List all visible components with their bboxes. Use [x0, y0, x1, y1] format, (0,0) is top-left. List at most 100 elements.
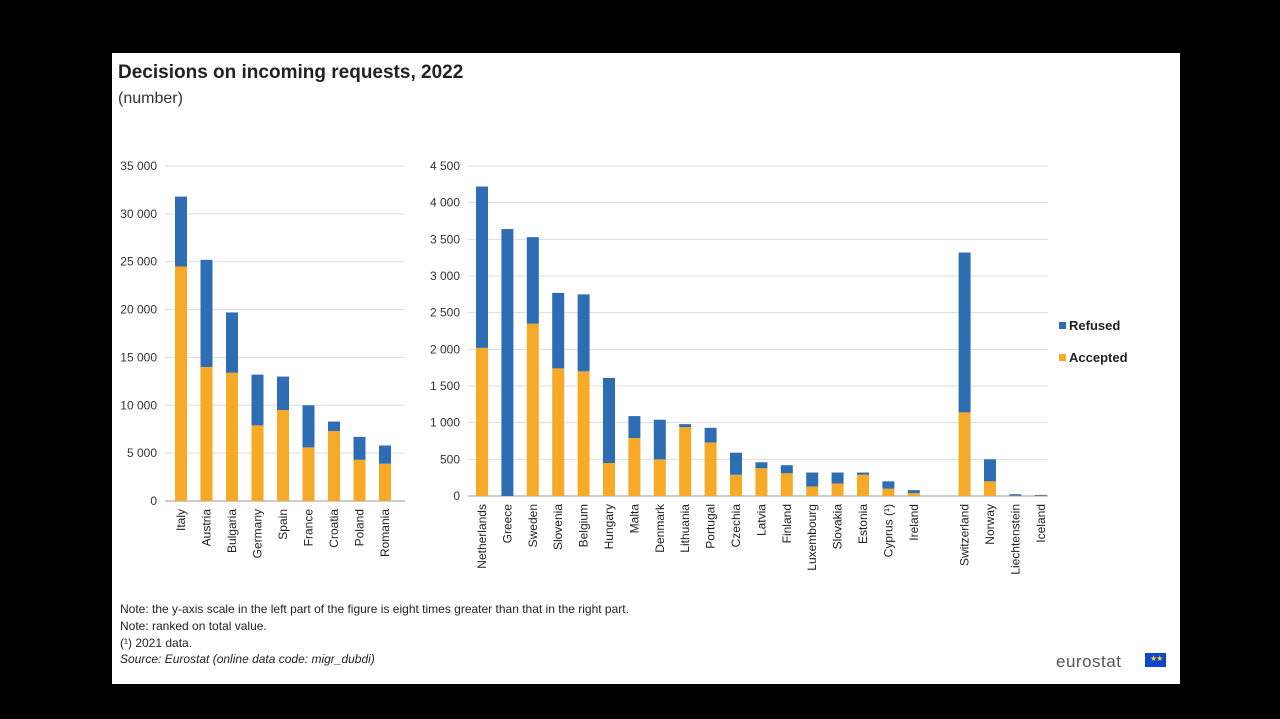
right-bar-refused: [653, 419, 666, 460]
right-category-label: Lithuania: [678, 504, 692, 553]
right-category-label: Finland: [780, 504, 794, 543]
left-category-label: Spain: [276, 509, 290, 540]
right-bar-refused: [628, 416, 641, 439]
right-bar-refused: [984, 459, 996, 482]
right-y-tick-label: 1 500: [430, 379, 460, 393]
right-bar-accepted: [577, 371, 590, 496]
left-bar-accepted: [379, 463, 391, 501]
right-bar-accepted: [780, 473, 793, 496]
left-category-label: Germany: [251, 509, 265, 558]
right-bar-refused: [704, 427, 717, 443]
left-category-label: France: [302, 509, 316, 547]
note-scale: Note: the y-axis scale in the left part …: [120, 602, 629, 616]
left-bar-refused: [226, 312, 238, 373]
right-category-label: Portugal: [704, 504, 718, 549]
left-bar-accepted: [226, 372, 238, 501]
right-category-label: Czechia: [729, 504, 743, 548]
left-bar-accepted: [328, 431, 340, 501]
right-category-label: Switzerland: [958, 504, 972, 566]
right-category-label: Slovenia: [551, 504, 565, 550]
right-bar-refused: [857, 472, 869, 475]
left-y-tick-label: 30 000: [120, 207, 157, 221]
left-bar-refused: [251, 374, 264, 426]
right-category-label: Estonia: [856, 504, 870, 544]
right-bar-accepted: [679, 427, 692, 496]
left-bar-accepted: [277, 410, 289, 501]
right-bar-accepted: [653, 459, 666, 496]
right-bar-accepted: [755, 468, 768, 496]
left-category-label: Austria: [200, 509, 214, 547]
left-bar-refused: [302, 405, 315, 448]
right-y-tick-label: 4 500: [430, 159, 460, 173]
right-category-label: Sweden: [526, 504, 540, 547]
right-bar-refused: [780, 465, 793, 474]
left-y-tick-label: 25 000: [120, 255, 157, 269]
right-bar-accepted: [704, 442, 717, 496]
right-category-label: Cyprus (¹): [881, 504, 895, 557]
right-category-label: Latvia: [754, 504, 768, 536]
right-bar-accepted: [984, 481, 996, 496]
right-bar-refused: [806, 472, 819, 487]
right-category-label: Hungary: [602, 504, 616, 549]
legend-swatch: [1059, 354, 1066, 361]
legend-swatch: [1059, 322, 1066, 329]
right-bar-refused: [882, 481, 895, 489]
right-bar-accepted: [958, 412, 971, 496]
left-category-label: Croatia: [327, 509, 341, 548]
left-bar-refused: [277, 376, 289, 411]
left-category-label: Romania: [378, 509, 392, 557]
right-y-tick-label: 0: [453, 489, 460, 503]
source-note: Source: Eurostat (online data code: migr…: [120, 652, 375, 666]
chart-subtitle: (number): [118, 90, 183, 107]
eu-flag-icon: ★★: [1145, 653, 1166, 667]
left-category-label: Bulgaria: [225, 509, 239, 553]
right-bar-accepted: [552, 368, 565, 496]
left-bar-accepted: [302, 447, 315, 501]
right-bar-refused: [552, 292, 565, 369]
right-bar-refused: [907, 490, 920, 494]
left-bar-refused: [175, 196, 187, 267]
chart-card: [112, 53, 1180, 684]
note-ranking: Note: ranked on total value.: [120, 619, 267, 633]
right-y-tick-label: 4 000: [430, 196, 460, 210]
right-bar-accepted: [857, 474, 869, 496]
right-y-tick-label: 3 500: [430, 232, 460, 246]
right-bar-accepted: [907, 493, 920, 496]
right-bar-refused: [526, 237, 539, 324]
left-y-tick-label: 0: [150, 494, 157, 508]
right-bar-accepted: [831, 483, 844, 496]
left-y-tick-label: 15 000: [120, 350, 157, 364]
left-category-label: Italy: [174, 509, 188, 531]
right-category-label: Belgium: [577, 504, 591, 547]
left-y-tick-label: 10 000: [120, 398, 157, 412]
legend-label: Accepted: [1069, 350, 1128, 365]
right-bar-refused: [679, 424, 692, 428]
right-bar-refused: [831, 472, 844, 484]
right-bar-refused: [577, 294, 590, 372]
right-bar-accepted: [730, 474, 742, 496]
right-bar-refused: [501, 229, 514, 497]
left-y-tick-label: 35 000: [120, 159, 157, 173]
chart-title: Decisions on incoming requests, 2022: [118, 62, 464, 83]
right-y-tick-label: 500: [440, 452, 460, 466]
right-bar-refused: [1009, 494, 1022, 496]
right-bar-refused: [755, 462, 768, 469]
left-y-tick-label: 5 000: [127, 446, 157, 460]
right-y-tick-label: 2 000: [430, 342, 460, 356]
right-y-tick-label: 2 500: [430, 306, 460, 320]
right-category-label: Malta: [627, 504, 641, 534]
right-bar-refused: [730, 452, 742, 475]
right-category-label: Norway: [983, 504, 997, 545]
left-bar-accepted: [175, 266, 187, 501]
right-bar-refused: [1034, 494, 1047, 496]
right-category-label: Netherlands: [475, 504, 489, 569]
left-bar-refused: [353, 436, 366, 460]
left-bar-refused: [328, 421, 340, 432]
right-bar-refused: [958, 252, 971, 413]
right-category-label: Greece: [500, 504, 514, 544]
right-bar-accepted: [603, 463, 615, 496]
right-bar-refused: [603, 377, 615, 463]
left-bar-refused: [200, 259, 213, 367]
right-category-label: Luxembourg: [805, 504, 819, 571]
